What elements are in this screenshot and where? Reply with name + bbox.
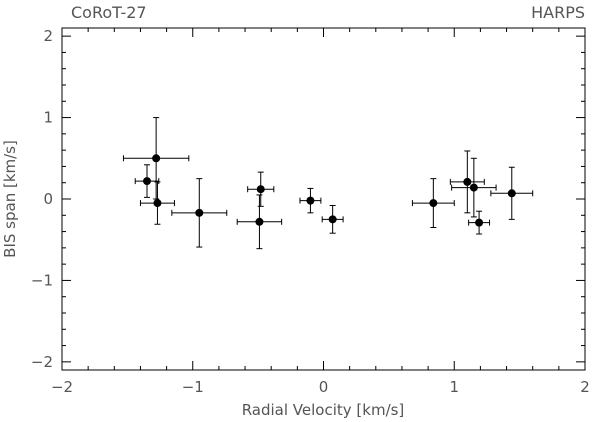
point-marker — [255, 217, 264, 226]
point-marker — [152, 154, 161, 163]
x-tick-label: −1 — [182, 378, 204, 396]
point-marker — [429, 199, 438, 208]
y-tick-label: 1 — [43, 109, 53, 127]
point-marker — [256, 185, 265, 194]
chart-title-right: HARPS — [531, 3, 585, 22]
data-point — [171, 178, 228, 248]
data-point — [139, 181, 175, 225]
data-point — [411, 178, 455, 228]
x-tick-label: 2 — [580, 378, 590, 396]
point-marker — [507, 189, 516, 198]
plot-frame — [61, 27, 586, 371]
data-point — [134, 164, 160, 198]
data-point — [449, 150, 485, 214]
data-points — [122, 117, 534, 250]
y-tick-label: 2 — [43, 27, 53, 45]
data-point — [468, 210, 491, 235]
data-point — [321, 205, 344, 234]
data-point — [451, 157, 497, 218]
point-marker — [306, 196, 315, 205]
axis-ticks — [61, 28, 586, 370]
data-point — [247, 171, 275, 207]
y-tick-label: 0 — [43, 190, 53, 208]
point-marker — [463, 177, 472, 186]
x-tick-label: 0 — [319, 378, 329, 396]
point-marker — [142, 177, 151, 186]
x-tick-label: −2 — [51, 378, 73, 396]
x-tick-label: 1 — [449, 378, 459, 396]
y-tick-labels: −2 −1 0 1 2 — [31, 27, 53, 371]
point-marker — [475, 218, 484, 227]
point-marker — [469, 183, 478, 192]
data-point — [299, 187, 322, 214]
x-tick-labels: −2 −1 0 1 2 — [51, 378, 590, 396]
x-axis-label: Radial Velocity [km/s] — [242, 401, 405, 419]
point-marker — [195, 208, 204, 217]
y-axis-label: BIS span [km/s] — [1, 140, 19, 258]
y-tick-label: −1 — [31, 271, 53, 289]
data-point — [122, 117, 190, 200]
y-tick-label: −2 — [31, 353, 53, 371]
data-point — [490, 166, 534, 220]
data-point — [236, 194, 283, 250]
chart-title-left: CoRoT-27 — [71, 3, 147, 22]
point-marker — [328, 215, 337, 224]
point-marker — [153, 199, 162, 208]
